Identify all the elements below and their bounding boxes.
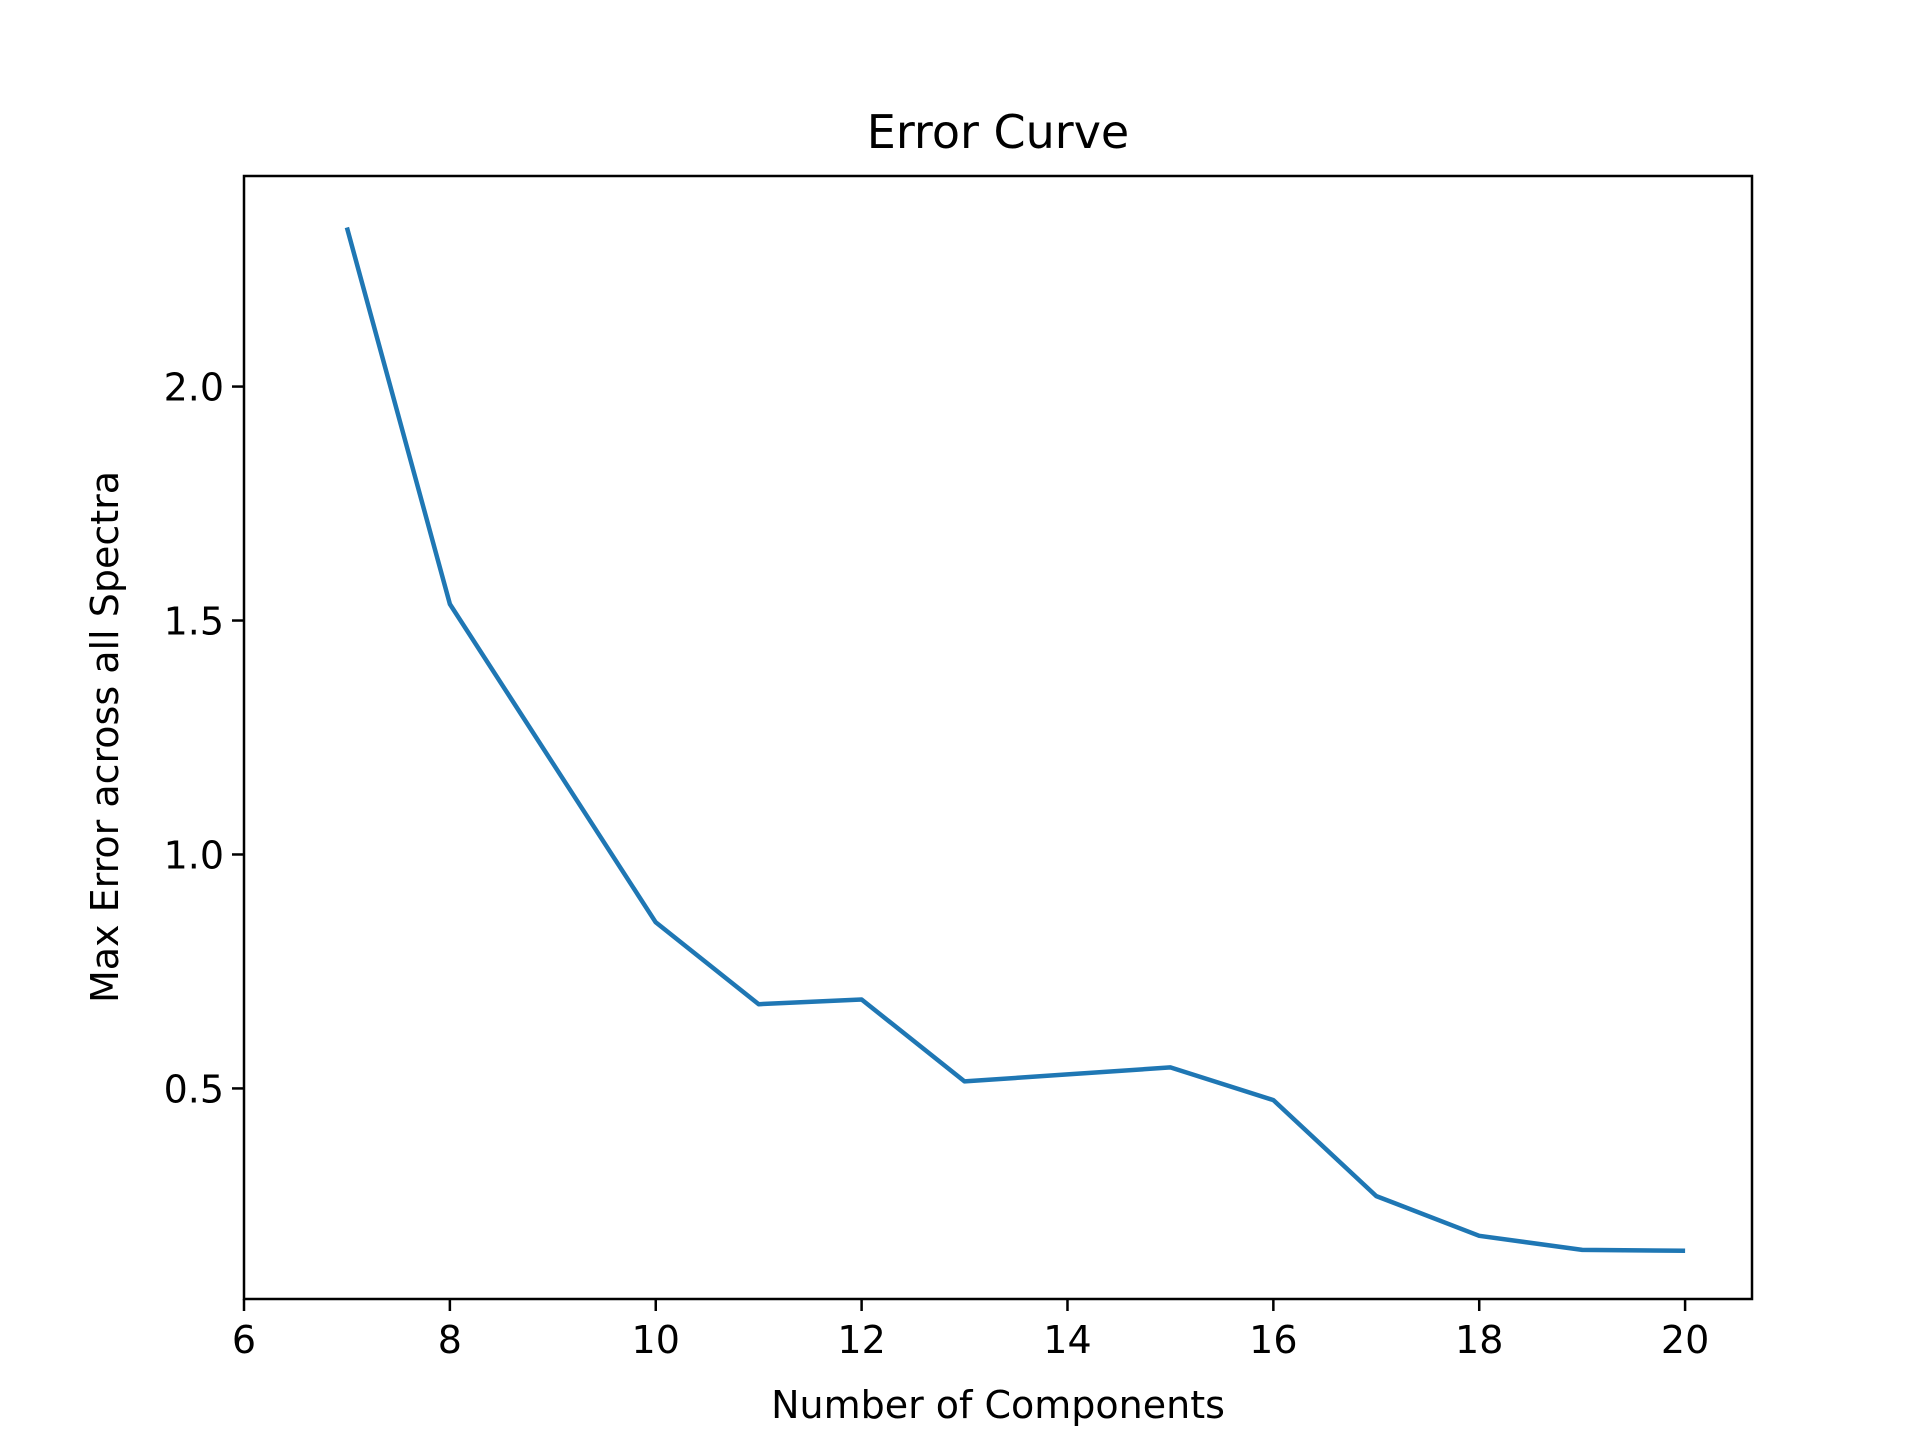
x-axis-ticks: 6 8 10 12 14 16 18 20 — [232, 1299, 1709, 1362]
x-axis-label: Number of Components — [771, 1383, 1225, 1427]
x-tick-label: 10 — [632, 1318, 680, 1362]
y-tick-label: 2.0 — [164, 366, 224, 410]
y-tick-label: 1.0 — [164, 833, 224, 877]
plot-frame — [242, 174, 1754, 1301]
x-tick-label: 16 — [1249, 1318, 1297, 1362]
y-axis-ticks: 0.5 1.0 1.5 2.0 — [164, 366, 244, 1111]
y-tick-label: 0.5 — [164, 1067, 224, 1111]
x-tick-label: 14 — [1043, 1318, 1091, 1362]
x-tick-label: 18 — [1455, 1318, 1503, 1362]
plot-area — [244, 176, 1752, 1299]
x-tick-label: 12 — [837, 1318, 885, 1362]
x-tick-label: 20 — [1661, 1318, 1709, 1362]
series-line — [344, 226, 1686, 1254]
x-tick-label: 6 — [232, 1318, 256, 1362]
x-tick-label: 8 — [438, 1318, 462, 1362]
y-axis-label: Max Error across all Spectra — [83, 471, 127, 1003]
series-layer — [344, 226, 1686, 1254]
y-tick-label: 1.5 — [164, 600, 224, 644]
chart-title: Error Curve — [867, 105, 1129, 159]
